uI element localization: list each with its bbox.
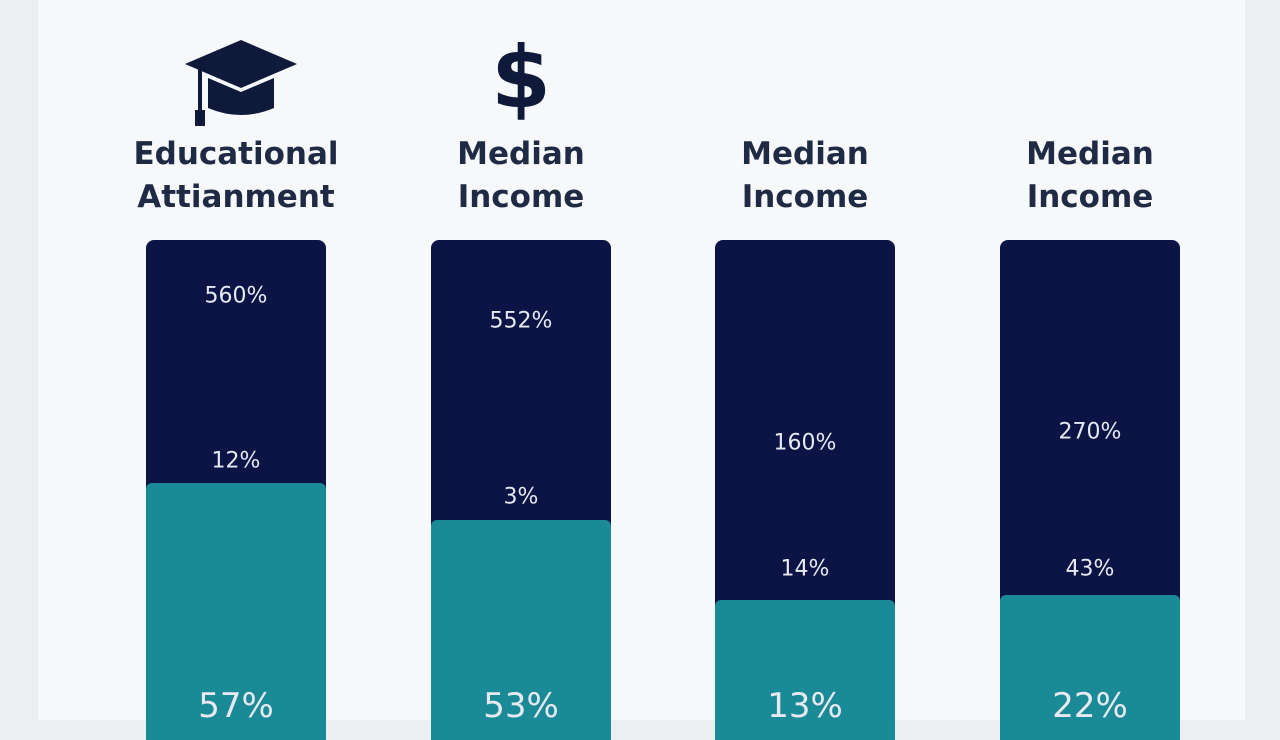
column-title: Median Income	[960, 133, 1220, 219]
title-line: Median	[741, 136, 869, 172]
column-title: Educational Attianment	[106, 133, 366, 219]
title-line: Median	[1026, 136, 1154, 172]
label: 552%	[489, 308, 553, 334]
label: 22%	[1052, 686, 1128, 726]
label: 57%	[198, 686, 274, 726]
title-line: Income	[741, 179, 869, 215]
title-line: Attianment	[137, 179, 335, 215]
label: 12%	[211, 448, 261, 474]
label: 13%	[767, 686, 843, 726]
page: Educational Attianment 560% 12% 57% $ Med…	[38, 0, 1245, 740]
dollar-icon: $	[491, 28, 551, 128]
label: 560%	[204, 283, 268, 309]
column: Median Income 160% 14% 13%	[715, 0, 895, 740]
title-line: Income	[457, 179, 585, 215]
bar	[1000, 240, 1180, 740]
bar	[715, 240, 895, 740]
bar-segment	[715, 600, 895, 740]
label: 14%	[780, 556, 830, 582]
label: 43%	[1065, 556, 1115, 582]
bar-segment	[1000, 595, 1180, 740]
label: 3%	[503, 484, 539, 510]
title-line: Median	[457, 136, 585, 172]
label: 53%	[483, 686, 559, 726]
column-title: Median Income	[675, 133, 935, 219]
column: Median Income 270% 43% 22%	[1000, 0, 1180, 740]
bar	[431, 240, 611, 740]
bar-segment	[431, 520, 611, 740]
column-title: Median Income	[391, 133, 651, 219]
title-line: Income	[1026, 179, 1154, 215]
column: Educational Attianment 560% 12% 57%	[133, 0, 339, 740]
column: $ Median Income 552% 3% 53%	[431, 0, 611, 740]
graduation-cap-icon	[185, 40, 297, 126]
title-line: Educational	[133, 136, 339, 172]
bar-segment	[146, 483, 326, 740]
label: 160%	[773, 430, 837, 456]
label: 270%	[1058, 419, 1122, 445]
bar	[146, 240, 326, 740]
